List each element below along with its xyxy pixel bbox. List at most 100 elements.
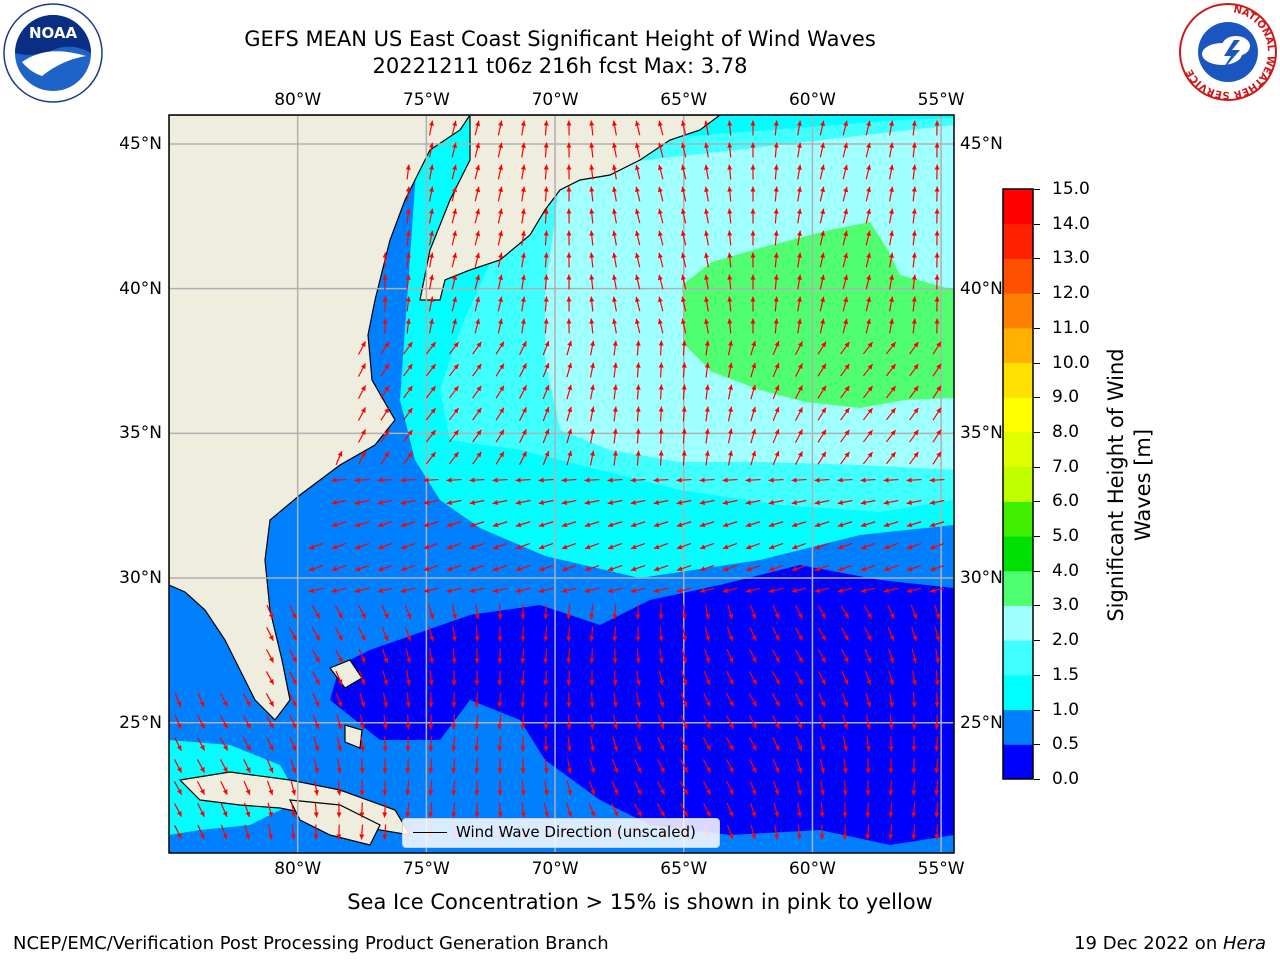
wave-vector-46 [405, 164, 411, 180]
wave-vector-685 [197, 692, 205, 708]
wave-vector-173 [520, 274, 526, 290]
wave-vector-394 [840, 451, 850, 465]
wave-vector-85 [750, 186, 756, 202]
wave-vector-586 [772, 604, 780, 620]
colorbar-tickmark-14 [1034, 293, 1040, 295]
wave-vector-593 [934, 604, 941, 620]
wave-vector-699 [520, 692, 526, 708]
wave-vector-513 [423, 565, 439, 572]
land-5 [344, 724, 363, 749]
wave-vector-658 [358, 670, 366, 686]
wave-vector-589 [840, 605, 850, 619]
wave-vector-254 [635, 340, 641, 356]
wave-vector-241 [934, 318, 940, 334]
wave-vector-51 [520, 164, 526, 180]
wave-vector-914 [773, 824, 779, 840]
wave-vector-779 [795, 736, 803, 752]
wave-vector-915 [796, 824, 802, 840]
wave-vector-311 [750, 384, 757, 400]
wave-vector-463 [561, 521, 577, 528]
wave-vector-500 [768, 542, 784, 550]
wave-vector-740 [680, 714, 688, 730]
wave-vector-181 [704, 274, 710, 290]
wave-vector-246 [448, 341, 460, 355]
wave-vector-26 [497, 142, 503, 158]
wave-vector-70 [405, 186, 411, 202]
wave-vector-203 [634, 296, 641, 312]
wave-vector-459 [469, 521, 485, 528]
wave-vector-711 [795, 693, 803, 707]
wave-vector-632 [451, 648, 457, 664]
wave-vector-622 [911, 626, 918, 642]
wave-vector-344 [909, 407, 919, 421]
wave-vector-227 [612, 318, 618, 334]
wave-vector-454 [354, 521, 370, 528]
wave-vector-129 [657, 230, 664, 246]
wave-vector-179 [657, 274, 664, 290]
lon-tick-bottom-5: 55°W [917, 859, 965, 879]
wave-vector-563 [929, 587, 945, 594]
wave-vector-252 [589, 340, 595, 356]
wave-vector-885 [888, 802, 894, 818]
wave-vector-336 [727, 406, 733, 422]
wave-vector-774 [680, 737, 688, 751]
wave-vector-300 [495, 385, 505, 399]
wave-vector-49 [474, 164, 481, 180]
wave-vector-618 [817, 627, 827, 641]
wave-vector-146 [474, 252, 481, 268]
wave-vector-833 [474, 780, 480, 796]
wave-vector-4 [520, 120, 526, 136]
wave-vector-534 [906, 565, 922, 572]
wave-vector-795 [382, 758, 388, 774]
wave-vector-545 [515, 587, 531, 594]
wave-vector-393 [817, 451, 827, 465]
wave-vector-447 [814, 499, 830, 505]
lon-tick-bottom-1: 75°W [402, 859, 450, 879]
wave-vector-671 [658, 670, 665, 686]
wave-vector-207 [727, 296, 733, 312]
wave-vector-686 [220, 693, 228, 707]
lon-tick-top-0: 80°W [274, 90, 322, 110]
wave-vector-659 [382, 670, 389, 686]
wave-vector-651 [888, 648, 895, 664]
wave-vector-233 [750, 318, 756, 334]
wave-vector-230 [680, 318, 687, 334]
wave-vector-642 [681, 648, 688, 664]
wave-vector-799 [474, 758, 480, 774]
wave-vector-478 [906, 521, 922, 528]
colorbar-tick-4: 2.0 [1052, 630, 1080, 651]
wave-vector-323 [425, 407, 437, 421]
wave-vector-118 [405, 230, 411, 246]
wave-vector-525 [699, 565, 715, 572]
wave-vector-558 [814, 587, 830, 594]
colorbar-tick-3: 1.5 [1052, 664, 1080, 685]
wave-vector-238 [865, 318, 872, 334]
wave-vector-604 [497, 626, 503, 642]
wave-vector-368 [862, 429, 874, 443]
wave-vector-466 [630, 521, 646, 528]
wave-vector-633 [474, 648, 480, 664]
wave-vector-363 [750, 428, 757, 444]
wave-vector-884 [865, 802, 871, 818]
wave-vector-403 [423, 477, 439, 483]
wave-vector-219 [428, 318, 434, 334]
wave-vector-498 [722, 542, 738, 550]
wave-vector-537 [331, 587, 347, 594]
wave-vector-205 [680, 296, 687, 312]
wave-vector-9 [634, 120, 641, 136]
wave-vector-855 [197, 803, 205, 817]
wave-vector-700 [543, 692, 549, 708]
wave-vector-247 [472, 341, 482, 355]
colorbar-segment-16 [1003, 189, 1033, 225]
wave-vector-803 [566, 758, 572, 774]
wave-vector-770 [589, 736, 595, 752]
colorbar-segment-11 [1003, 362, 1033, 398]
wave-vector-617 [794, 627, 804, 641]
wave-vector-301 [519, 385, 527, 399]
wave-vector-646 [771, 649, 781, 663]
wave-vector-625 [288, 649, 298, 663]
wave-vector-538 [354, 587, 370, 594]
wave-vector-358 [635, 428, 641, 444]
wave-vector-48 [451, 164, 458, 180]
wave-vector-886 [911, 802, 917, 818]
